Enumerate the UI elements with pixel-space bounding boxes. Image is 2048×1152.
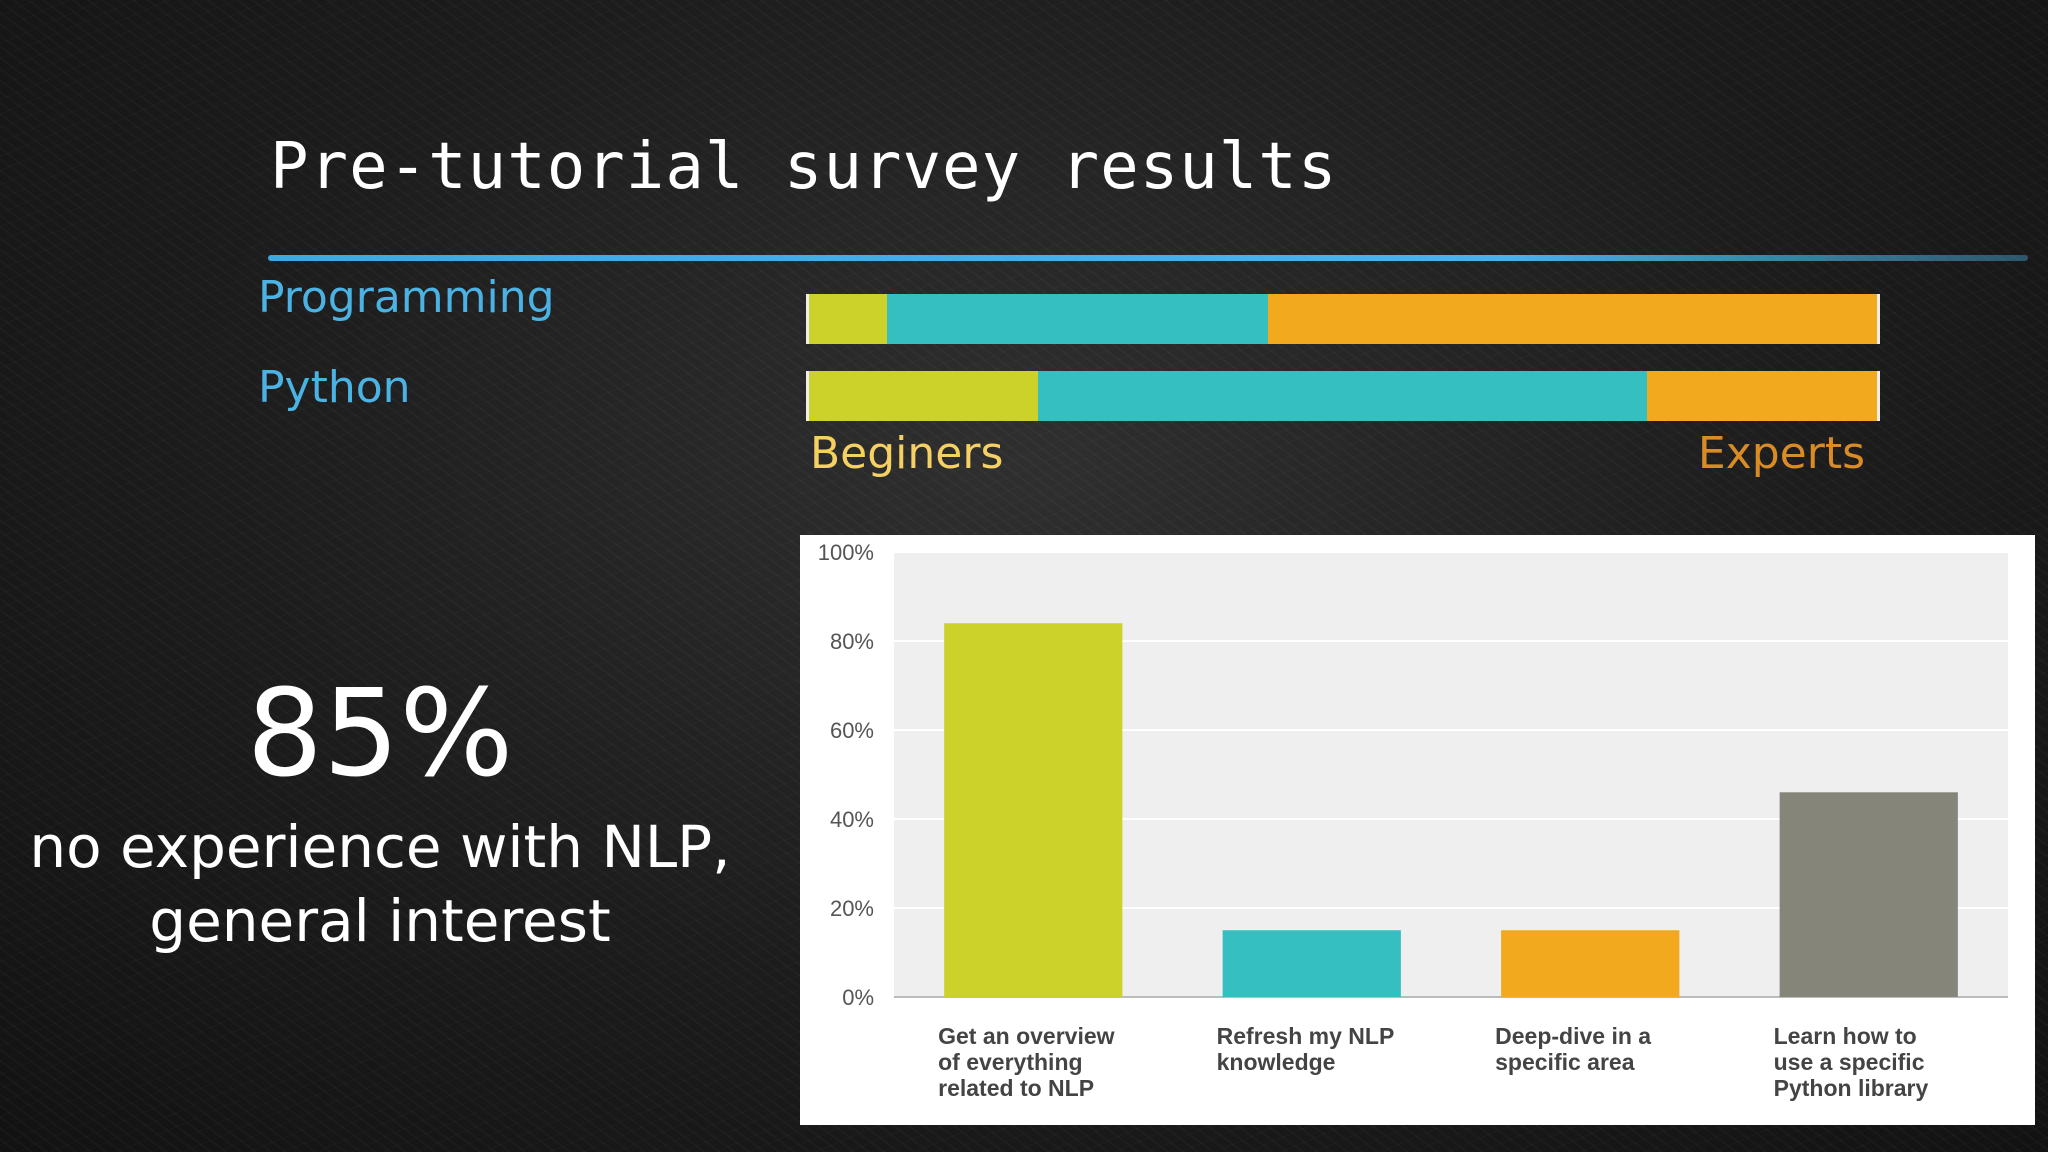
x-category-label-line: Get an overview <box>938 1023 1115 1049</box>
x-category-label-line: Deep-dive in a <box>1495 1023 1652 1049</box>
x-category-label-line: specific area <box>1495 1049 1635 1075</box>
highlight-line-1: no experience with NLP, <box>29 813 731 881</box>
bar-3 <box>1501 930 1680 997</box>
highlight-line-2: general interest <box>149 887 611 955</box>
highlight-caption: no experience with NLP, general interest <box>0 810 760 958</box>
x-category-label: Refresh my NLP knowledge <box>1217 1023 1417 1075</box>
highlight-percentage: 85% <box>246 665 514 804</box>
level-segment-beginner <box>809 294 887 344</box>
row-label-python: Python <box>258 362 411 413</box>
y-tick-label: 40% <box>830 807 874 832</box>
bar-1 <box>944 623 1123 997</box>
python-level-bar <box>806 371 1880 421</box>
level-segment-beginner <box>809 371 1038 421</box>
x-category-label-line: Python library <box>1773 1075 1929 1101</box>
x-category-label-line: use a specific <box>1773 1049 1925 1075</box>
x-category-label-line: of everything <box>938 1049 1083 1075</box>
chart-canvas: 0% 20% 40% 60% 80% 100% <box>818 540 2008 1010</box>
bar-4 <box>1779 792 1958 997</box>
slide-title: Pre-tutorial survey results <box>270 130 1338 204</box>
title-underline <box>268 255 2028 261</box>
programming-level-bar <box>806 294 1880 344</box>
x-category-label-line: related to NLP <box>938 1075 1095 1101</box>
survey-bar-chart: 0% 20% 40% 60% 80% 100% Get an overview of eve… <box>800 535 2035 1125</box>
level-segment-intermediate <box>886 294 1269 344</box>
y-tick-label: 100% <box>818 540 874 565</box>
level-segment-expert <box>1647 371 1877 421</box>
x-category-label-line: knowledge <box>1216 1049 1336 1075</box>
y-tick-label: 60% <box>830 718 874 743</box>
y-tick-label: 80% <box>830 629 874 654</box>
scale-beginners-label: Beginers <box>810 428 1004 479</box>
bar-2 <box>1222 930 1401 997</box>
x-category-label: Deep-dive in a specific area <box>1495 1023 1695 1075</box>
x-category-label-line: Refresh my NLP <box>1216 1023 1395 1049</box>
row-label-programming: Programming <box>258 272 555 323</box>
y-tick-label: 0% <box>842 985 874 1010</box>
scale-experts-label: Experts <box>1697 428 1865 479</box>
level-segment-expert <box>1268 294 1877 344</box>
x-category-label-line: Learn how to <box>1773 1023 1917 1049</box>
x-category-label: Get an overview of everything related to N… <box>938 1023 1138 1101</box>
level-segment-intermediate <box>1037 371 1648 421</box>
x-category-label: Learn how to use a specific Python library <box>1774 1023 1974 1101</box>
y-tick-label: 20% <box>830 896 874 921</box>
